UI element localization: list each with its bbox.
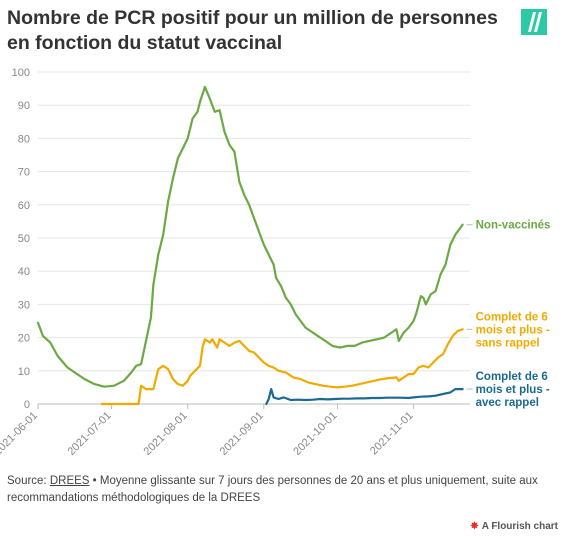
flourish-credit-text: A Flourish chart	[481, 521, 558, 532]
y-axis: 0 10 20 30 40 50 60 70 80 90 100	[12, 67, 30, 411]
series-line-1[interactable]	[36, 85, 464, 388]
y-tick-label: 0	[24, 399, 30, 411]
series-line-3[interactable]	[265, 388, 464, 406]
y-tick-label: 30	[18, 299, 30, 311]
x-tick-label: 2021-11-01	[368, 410, 416, 458]
gridlines	[38, 71, 470, 405]
chart-title: Nombre de PCR positif pour un million de…	[7, 7, 498, 54]
line-chart: 0 10 20 30 40 50 60 70 80 90 100 2021-06-01 2021-07…	[0, 67, 551, 458]
y-tick-label: 90	[18, 100, 30, 112]
series-label: Complet de 6	[476, 311, 548, 323]
y-tick-label: 60	[18, 200, 30, 212]
series-label: avec rappel	[476, 397, 539, 409]
y-tick-label: 100	[12, 67, 30, 79]
x-tick-label: 2021-06-01	[0, 410, 40, 458]
x-tick-label: 2021-10-01	[291, 410, 339, 458]
source-text: • Moyenne glissante sur 7 jours des pers…	[7, 475, 538, 504]
y-tick-label: 10	[18, 366, 30, 378]
flourish-star-icon: ✸	[470, 521, 479, 532]
x-tick-label: 2021-07-01	[65, 410, 113, 458]
x-axis: 2021-06-01 2021-07-01 2021-08-01 2021-09-01…	[0, 404, 416, 458]
series-label: Complet de 6	[476, 371, 548, 383]
y-tick-label: 70	[18, 167, 30, 179]
flourish-logo-icon	[521, 9, 547, 35]
series-label: mois et plus -	[476, 384, 550, 396]
series-lines	[36, 85, 464, 406]
series-label: mois et plus -	[476, 324, 550, 336]
y-tick-label: 50	[18, 233, 30, 245]
flourish-credit[interactable]: ✸ A Flourish chart	[470, 521, 558, 532]
x-tick-label: 2021-08-01	[142, 410, 190, 458]
footer-source: Source: DREES • Moyenne glissante sur 7 …	[7, 473, 547, 507]
x-tick-label: 2021-09-01	[218, 410, 266, 458]
y-tick-label: 40	[18, 266, 30, 278]
source-prefix: Source:	[7, 475, 50, 487]
y-tick-label: 80	[18, 133, 30, 145]
source-link[interactable]: DREES	[49, 475, 90, 487]
series-label: sans rappel	[476, 337, 540, 349]
y-tick-label: 20	[18, 333, 30, 345]
series-line-2[interactable]	[100, 328, 464, 406]
series-label: Non-vaccinés	[476, 220, 551, 232]
